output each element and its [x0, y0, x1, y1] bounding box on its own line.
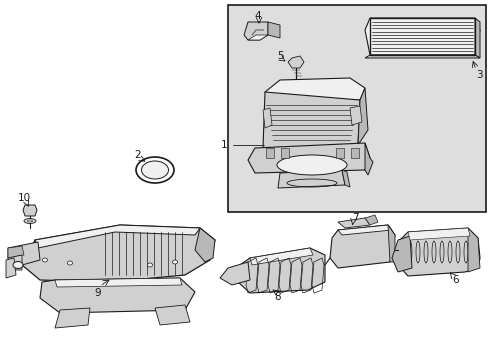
Text: 1: 1 [220, 140, 227, 150]
Polygon shape [6, 258, 16, 278]
Text: 9: 9 [95, 288, 101, 298]
Polygon shape [244, 22, 267, 40]
Polygon shape [247, 35, 267, 40]
Text: 3: 3 [475, 70, 481, 80]
Polygon shape [22, 225, 215, 282]
Text: 10: 10 [18, 193, 30, 203]
Polygon shape [349, 106, 361, 125]
Polygon shape [238, 248, 325, 293]
Polygon shape [364, 143, 372, 175]
Polygon shape [8, 255, 22, 270]
Polygon shape [155, 305, 190, 325]
Polygon shape [474, 18, 479, 58]
Polygon shape [249, 248, 312, 265]
Polygon shape [467, 228, 479, 272]
Polygon shape [220, 262, 249, 285]
Polygon shape [281, 148, 288, 158]
Polygon shape [335, 148, 343, 158]
Polygon shape [195, 228, 215, 262]
Ellipse shape [67, 261, 72, 265]
Ellipse shape [276, 155, 346, 175]
Polygon shape [40, 278, 195, 313]
Ellipse shape [13, 261, 23, 269]
Polygon shape [341, 170, 349, 187]
Polygon shape [264, 78, 364, 102]
Polygon shape [350, 148, 358, 158]
Text: 8: 8 [274, 292, 281, 302]
Ellipse shape [24, 219, 36, 224]
Polygon shape [247, 143, 369, 173]
Polygon shape [35, 225, 200, 248]
Ellipse shape [141, 161, 168, 179]
Polygon shape [267, 22, 280, 38]
Polygon shape [364, 215, 377, 225]
Polygon shape [337, 225, 391, 235]
Polygon shape [263, 108, 271, 128]
Text: 4: 4 [254, 11, 261, 21]
Polygon shape [397, 228, 479, 276]
Polygon shape [55, 308, 90, 328]
Ellipse shape [27, 220, 32, 222]
Polygon shape [8, 246, 24, 258]
Polygon shape [364, 18, 479, 55]
Polygon shape [357, 88, 367, 145]
Ellipse shape [42, 258, 47, 262]
Polygon shape [23, 205, 37, 216]
Polygon shape [263, 92, 359, 148]
Ellipse shape [147, 263, 152, 267]
Polygon shape [287, 56, 304, 68]
Polygon shape [337, 218, 369, 228]
Polygon shape [407, 228, 469, 240]
Bar [227, 5, 485, 212]
Text: 7: 7 [351, 213, 358, 223]
Polygon shape [278, 170, 345, 188]
Polygon shape [265, 148, 273, 158]
Text: 5: 5 [276, 51, 283, 61]
Polygon shape [391, 236, 411, 272]
Text: 2: 2 [134, 150, 141, 160]
Polygon shape [364, 55, 479, 58]
Ellipse shape [172, 260, 177, 264]
Polygon shape [329, 225, 394, 268]
Polygon shape [387, 225, 394, 262]
Polygon shape [55, 278, 182, 287]
Polygon shape [8, 242, 40, 265]
Text: 6: 6 [452, 275, 458, 285]
